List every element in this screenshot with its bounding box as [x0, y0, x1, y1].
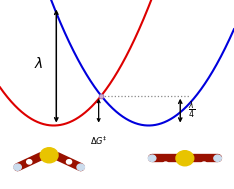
Circle shape [148, 155, 156, 161]
Circle shape [14, 164, 21, 170]
Circle shape [40, 148, 58, 163]
Text: Th⁺: Th⁺ [209, 132, 228, 143]
Circle shape [201, 162, 207, 166]
Text: $\frac{\lambda}{4}$: $\frac{\lambda}{4}$ [188, 100, 195, 121]
Text: Th: Th [6, 132, 20, 143]
Circle shape [27, 160, 32, 164]
Circle shape [163, 162, 168, 166]
Text: $\lambda$: $\lambda$ [34, 56, 44, 71]
Circle shape [66, 160, 72, 164]
Circle shape [77, 164, 84, 170]
Text: $k_{et}$: $k_{et}$ [110, 132, 124, 146]
Circle shape [214, 155, 221, 161]
Circle shape [176, 151, 194, 166]
Text: $\Delta G^{\ddagger}$: $\Delta G^{\ddagger}$ [90, 135, 108, 147]
